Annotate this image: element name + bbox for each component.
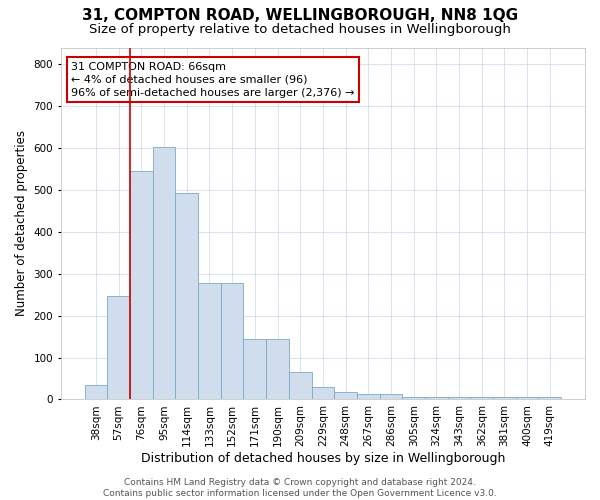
- Text: 31, COMPTON ROAD, WELLINGBOROUGH, NN8 1QG: 31, COMPTON ROAD, WELLINGBOROUGH, NN8 1Q…: [82, 8, 518, 22]
- Bar: [448, 398, 470, 400]
- Bar: [334, 392, 357, 400]
- Bar: [266, 338, 289, 400]
- Bar: [538, 398, 561, 400]
- Bar: [198, 284, 221, 400]
- Bar: [493, 398, 516, 400]
- Bar: [107, 296, 130, 400]
- Bar: [380, 394, 403, 400]
- X-axis label: Distribution of detached houses by size in Wellingborough: Distribution of detached houses by size …: [141, 452, 505, 465]
- Bar: [311, 387, 334, 400]
- Bar: [221, 284, 244, 400]
- Bar: [130, 171, 153, 400]
- Text: Size of property relative to detached houses in Wellingborough: Size of property relative to detached ho…: [89, 22, 511, 36]
- Bar: [357, 394, 380, 400]
- Y-axis label: Number of detached properties: Number of detached properties: [15, 130, 28, 316]
- Bar: [153, 147, 175, 400]
- Bar: [289, 372, 311, 400]
- Bar: [470, 398, 493, 400]
- Bar: [516, 398, 538, 400]
- Bar: [425, 398, 448, 400]
- Bar: [403, 398, 425, 400]
- Bar: [175, 193, 198, 400]
- Bar: [244, 338, 266, 400]
- Text: Contains HM Land Registry data © Crown copyright and database right 2024.
Contai: Contains HM Land Registry data © Crown c…: [103, 478, 497, 498]
- Bar: [85, 385, 107, 400]
- Text: 31 COMPTON ROAD: 66sqm
← 4% of detached houses are smaller (96)
96% of semi-deta: 31 COMPTON ROAD: 66sqm ← 4% of detached …: [71, 62, 355, 98]
